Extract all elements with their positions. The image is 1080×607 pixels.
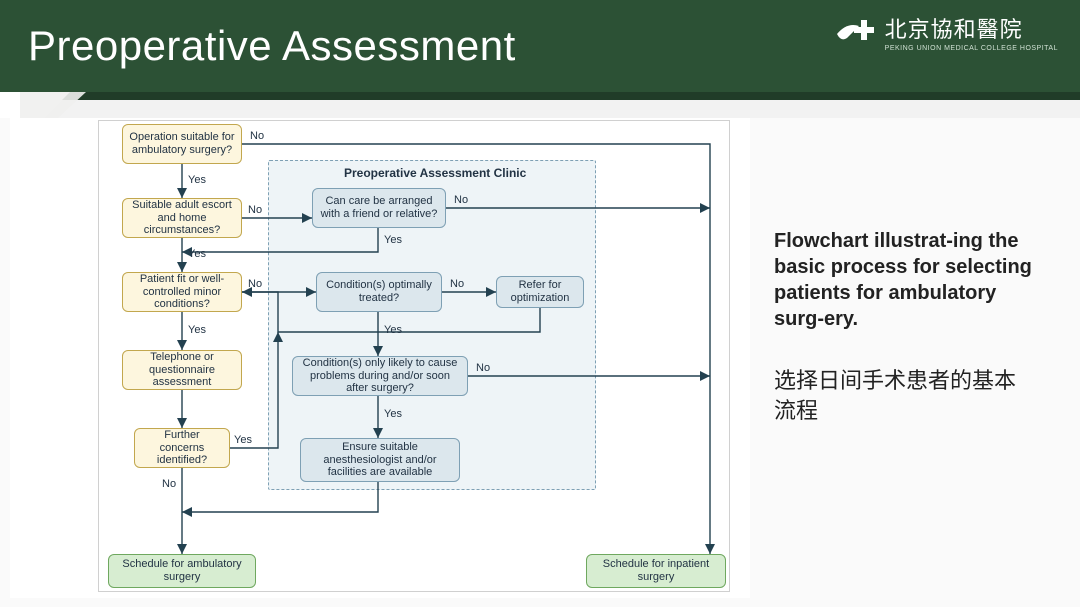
flow-node-n10: Ensure suitable anesthesiologist and/or … xyxy=(300,438,460,482)
flow-node-n9: Condition(s) only likely to cause proble… xyxy=(292,356,468,396)
edge-label: No xyxy=(476,362,490,374)
flow-node-n2: Suitable adult escort and home circumsta… xyxy=(122,198,242,238)
caption-chinese: 选择日间手术患者的基本流程 xyxy=(774,366,1036,425)
edge-label: No xyxy=(250,130,264,142)
edge-label: No xyxy=(454,194,468,206)
flow-node-n4: Telephone or questionnaire assessment xyxy=(122,350,242,390)
flow-node-n3: Patient fit or well-controlled minor con… xyxy=(122,272,242,312)
edge-label: Yes xyxy=(234,434,252,446)
edge-label: Yes xyxy=(384,324,402,336)
edge-label: No xyxy=(248,278,262,290)
flow-node-n8: Refer for optimization xyxy=(496,276,584,308)
flow-node-n1: Operation suitable for ambulatory surger… xyxy=(122,124,242,164)
hospital-logo: 北京協和醫院 PEKING UNION MEDICAL COLLEGE HOSP… xyxy=(833,12,1058,52)
slide-header: Preoperative Assessment 北京協和醫院 PEKING UN… xyxy=(0,0,1080,92)
caption-english: Flowchart illustrat-ing the basic proces… xyxy=(774,228,1036,332)
edge-label: No xyxy=(248,204,262,216)
flow-node-n7: Condition(s) optimally treated? xyxy=(316,272,442,312)
side-caption: Flowchart illustrat-ing the basic proces… xyxy=(750,118,1060,598)
edge-label: Yes xyxy=(188,324,206,336)
edge-label: No xyxy=(162,478,176,490)
edge-label: No xyxy=(450,278,464,290)
flow-node-n5: Further concerns identified? xyxy=(134,428,230,468)
edge-label: Yes xyxy=(188,174,206,186)
flow-node-n12: Schedule for inpatient surgery xyxy=(586,554,726,588)
hospital-name-zh: 北京協和醫院 xyxy=(885,12,1058,44)
edge-label: Yes xyxy=(384,234,402,246)
accent-ribbon-icon xyxy=(0,92,1080,118)
flow-node-n11: Schedule for ambulatory surgery xyxy=(108,554,256,588)
edge-label: Yes xyxy=(188,248,206,260)
hospital-logo-icon xyxy=(833,12,879,52)
accent-band xyxy=(0,92,1080,118)
slide-title: Preoperative Assessment xyxy=(28,22,516,70)
edge-label: Yes xyxy=(384,408,402,420)
flowchart-diagram: Preoperative Assessment ClinicYesYesYesN… xyxy=(10,118,750,598)
hospital-name-en: PEKING UNION MEDICAL COLLEGE HOSPITAL xyxy=(885,45,1058,52)
flow-node-n6: Can care be arranged with a friend or re… xyxy=(312,188,446,228)
